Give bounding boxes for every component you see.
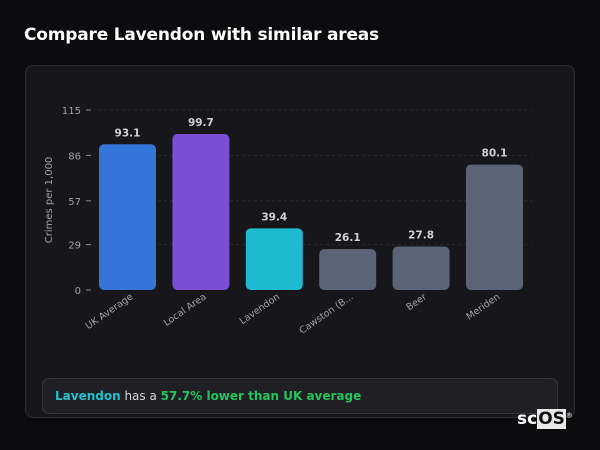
x-tick-label: Lavendon [238,291,282,327]
bar-3 [319,249,377,290]
y-tick-label: 115 [62,106,81,117]
y-tick-label: 0 [75,286,81,297]
insight-place: Lavendon [55,389,121,403]
x-tick-label: Beer [404,291,429,313]
insight-text: has a [120,389,161,403]
bar-5 [466,164,523,290]
insight-box: Lavendon has a 57.7% lower than UK avera… [42,378,558,414]
brand-logo: scOS® [517,409,573,429]
x-tick-label: Local Area [162,291,209,328]
bar-1 [172,133,230,290]
insight-comparison: 57.7% lower than UK average [160,389,362,403]
bar-2 [245,228,303,290]
data-label: 80.1 [482,148,508,160]
y-tick-label: 57 [68,197,81,208]
x-tick-label: Meriden [464,291,502,322]
y-tick-label: 86 [68,151,81,162]
x-tick-label: Cawston (B... [297,291,355,336]
y-tick-label: 29 [68,241,81,252]
page-title: Compare Lavendon with similar areas [24,25,379,45]
bar-0 [99,144,156,290]
x-tick-label: UK Average [84,291,136,332]
data-label: 93.1 [115,127,141,139]
data-label: 39.4 [261,211,287,223]
data-label: 99.7 [188,117,214,129]
data-label: 27.8 [408,229,434,241]
y-axis-label: Crimes per 1,000 [44,157,55,244]
data-label: 26.1 [335,232,361,244]
bar-4 [392,246,450,290]
